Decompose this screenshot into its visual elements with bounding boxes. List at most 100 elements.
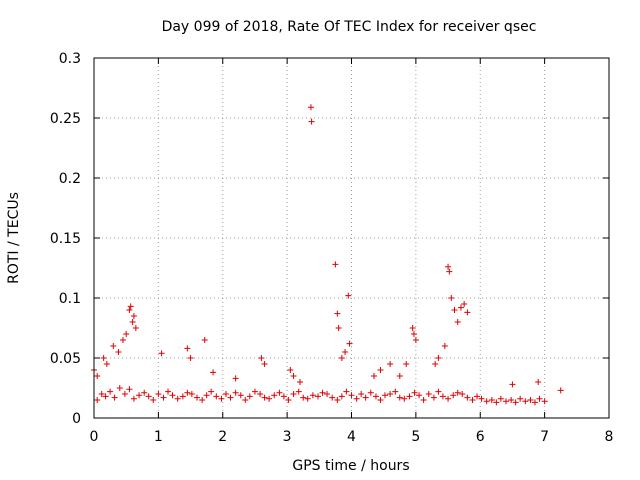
data-point xyxy=(469,397,476,403)
series-baseline xyxy=(94,385,548,406)
data-point xyxy=(115,349,122,355)
data-point xyxy=(251,388,258,395)
data-point xyxy=(535,379,542,385)
data-point xyxy=(213,393,220,400)
data-point xyxy=(409,325,416,331)
data-point xyxy=(307,104,314,111)
data-point xyxy=(353,395,360,402)
data-point xyxy=(187,355,194,361)
x-tick-label: 5 xyxy=(411,429,420,445)
data-point xyxy=(372,393,379,400)
data-point xyxy=(158,350,165,357)
data-point xyxy=(218,395,225,402)
data-point xyxy=(169,392,176,399)
data-point xyxy=(432,361,439,367)
data-point xyxy=(210,369,217,376)
data-point xyxy=(335,325,342,331)
data-point xyxy=(130,395,137,402)
data-point xyxy=(257,391,264,397)
x-tick-label: 3 xyxy=(283,429,292,445)
data-point xyxy=(536,395,543,402)
data-point xyxy=(107,388,114,395)
data-points xyxy=(91,104,564,406)
data-point xyxy=(439,393,446,400)
data-point xyxy=(304,395,311,402)
data-point xyxy=(165,388,172,395)
data-point xyxy=(430,394,437,401)
data-point xyxy=(237,392,244,399)
data-point xyxy=(435,355,442,361)
data-point xyxy=(392,388,399,395)
data-point xyxy=(401,395,408,402)
data-point xyxy=(227,394,234,401)
data-point xyxy=(121,391,128,397)
data-point xyxy=(497,395,504,402)
data-point xyxy=(102,393,109,400)
data-point xyxy=(527,397,534,403)
data-point xyxy=(403,361,410,367)
data-point xyxy=(132,325,139,331)
data-point xyxy=(410,331,417,337)
data-point xyxy=(557,387,564,394)
data-point xyxy=(446,268,453,275)
data-point xyxy=(342,349,349,355)
data-point xyxy=(285,397,292,403)
data-point xyxy=(155,391,162,397)
data-point xyxy=(160,394,167,401)
y-tick-label: 0.05 xyxy=(50,351,81,367)
data-point xyxy=(232,375,239,382)
data-point xyxy=(261,394,268,401)
data-point xyxy=(136,392,143,399)
x-tick-label: 7 xyxy=(540,429,549,445)
data-point xyxy=(334,310,341,317)
data-point xyxy=(111,394,118,401)
data-point xyxy=(258,355,265,361)
data-point xyxy=(94,373,101,379)
data-point xyxy=(100,355,107,361)
data-point xyxy=(445,263,452,270)
data-point xyxy=(348,392,355,399)
data-point xyxy=(343,388,350,395)
y-tick-label: 0.2 xyxy=(59,171,81,187)
data-point xyxy=(454,389,461,396)
data-point xyxy=(98,391,105,397)
data-point xyxy=(448,295,455,301)
data-point xyxy=(145,393,152,400)
data-point xyxy=(271,392,278,399)
y-tick-label: 0.25 xyxy=(50,111,81,127)
data-point xyxy=(184,345,191,352)
data-point xyxy=(201,337,208,343)
x-tick-label: 8 xyxy=(605,429,614,445)
data-point xyxy=(381,392,388,399)
data-point xyxy=(377,367,384,373)
data-point xyxy=(309,392,316,399)
data-point xyxy=(512,399,519,406)
data-point xyxy=(387,361,394,367)
data-point xyxy=(464,309,471,316)
data-point xyxy=(411,389,418,396)
data-point xyxy=(461,301,468,307)
data-point xyxy=(130,313,137,319)
data-point xyxy=(199,397,206,403)
data-point xyxy=(319,389,326,396)
data-point xyxy=(315,393,322,400)
data-point xyxy=(126,386,133,393)
data-point xyxy=(280,393,287,400)
data-point xyxy=(297,379,303,385)
series-spikes xyxy=(91,104,564,394)
x-axis-label: GPS time / hours xyxy=(292,458,409,474)
y-tick-label: 0.1 xyxy=(59,291,81,307)
chart-title: Day 099 of 2018, Rate Of TEC Index for r… xyxy=(162,19,537,35)
data-point xyxy=(308,118,315,125)
data-point xyxy=(232,389,239,396)
data-point xyxy=(483,398,490,405)
data-point xyxy=(450,392,457,399)
data-point xyxy=(445,395,452,402)
data-point xyxy=(406,393,413,400)
data-point xyxy=(129,319,136,325)
data-point xyxy=(396,394,403,401)
data-point xyxy=(290,391,297,397)
data-point xyxy=(116,385,123,391)
data-point xyxy=(184,389,191,396)
